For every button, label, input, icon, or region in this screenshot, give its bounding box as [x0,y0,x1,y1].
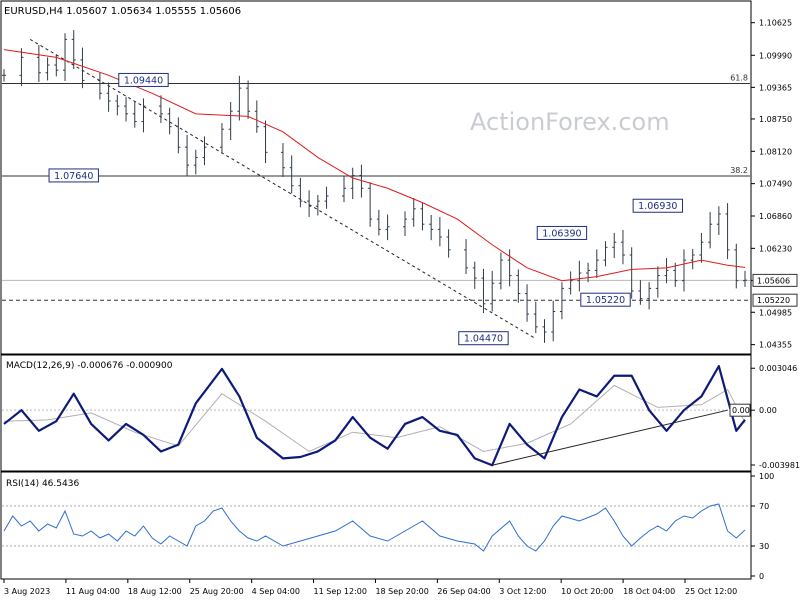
guide-lines [2,38,750,547]
price-tick-label: 1.08750 [759,115,792,124]
rsi-title: RSI(14) 46.5436 [6,479,79,489]
price-annotation-box [458,331,509,346]
time-tick-label: 11 Aug 04:00 [66,587,120,596]
price-tick-label: 1.09365 [759,83,792,92]
macd-tick-label: -0.003981 [759,461,800,470]
macd-panel-frame [0,354,752,472]
price-panel-frame [0,0,752,355]
price-annotation-box [48,168,99,183]
price-annotation: 1.06390 [542,228,581,239]
trendline [29,38,537,340]
rsi-tick-label: 30 [759,542,769,551]
price-badge: 1.05606 [757,276,790,285]
time-tick-label: 3 Aug 2023 [4,587,50,596]
price-annotation: 1.04470 [464,334,503,345]
rsi-tick-label: 70 [759,502,769,511]
time-tick-label: 3 Oct 12:00 [499,587,546,596]
price-tick-label: 1.04355 [759,341,792,350]
price-annotation: 1.07640 [54,171,93,182]
time-tick-label: 18 Sep 20:00 [375,587,428,596]
rsi-tick-label: 0 [759,572,764,581]
macd-zero-badge: 0.00 [732,406,750,415]
price-badge-box [752,293,798,307]
rsi-line [3,503,746,552]
price-annotation: 1.05220 [586,295,625,306]
price-badge: 1.05220 [757,296,790,305]
price-tick-label: 1.06860 [759,212,792,221]
macd-line [3,365,746,467]
watermark: ActionForex.com [470,108,670,136]
time-tick-label: 10 Oct 20:00 [561,587,613,596]
price-badge-box [752,273,798,287]
macd-trendline [492,409,728,466]
price-tick-label: 1.06230 [759,244,792,253]
price-tick-label: 1.07490 [759,180,792,189]
series-layer [2,30,747,552]
label-layer: 61.8 38.2 1.09440 1.07640 1.04470 1.06390 1.05… [48,72,748,346]
time-tick-label: 26 Sep 04:00 [437,587,490,596]
time-tick-label: 18 Oct 04:00 [623,587,675,596]
macd-tick-label: 0.00 [759,406,777,415]
price-annotation: 1.06930 [638,201,677,212]
price-annotation-box [580,292,631,307]
macd-zero-badge-box [729,403,751,417]
price-tick-label: 1.09990 [759,51,792,60]
price-tick-label: 1.10625 [759,19,792,28]
fibo-level-label: 61.8 [730,74,748,83]
price-annotation-box [536,225,588,240]
time-tick-label: 11 Sep 12:00 [314,587,367,596]
price-annotation-box [118,72,169,87]
price-tick-label: 1.08120 [759,147,792,156]
time-tick-label: 18 Aug 12:00 [128,587,182,596]
macd-tick-label: 0.003046 [759,364,797,373]
price-annotation-box [632,198,684,213]
price-annotation: 1.09440 [124,75,163,86]
axis-layer: 1.10625 1.09990 1.09365 1.08750 1.08120 1.074… [3,19,800,596]
sma-line [3,49,746,282]
fibo-level-label: 38.2 [730,166,748,175]
symbol-title: EURUSD,H4 1.05607 1.05634 1.05555 1.0560… [4,6,241,17]
time-tick-label: 25 Aug 20:00 [190,587,244,596]
rsi-panel-frame [0,471,752,580]
time-tick-label: 25 Oct 12:00 [685,587,737,596]
price-tick-label: 1.04985 [759,308,792,317]
time-tick-label: 4 Sep 04:00 [252,587,300,596]
rsi-tick-label: 100 [759,472,774,481]
macd-title: MACD(12,26,9) -0.000676 -0.000900 [6,361,173,371]
